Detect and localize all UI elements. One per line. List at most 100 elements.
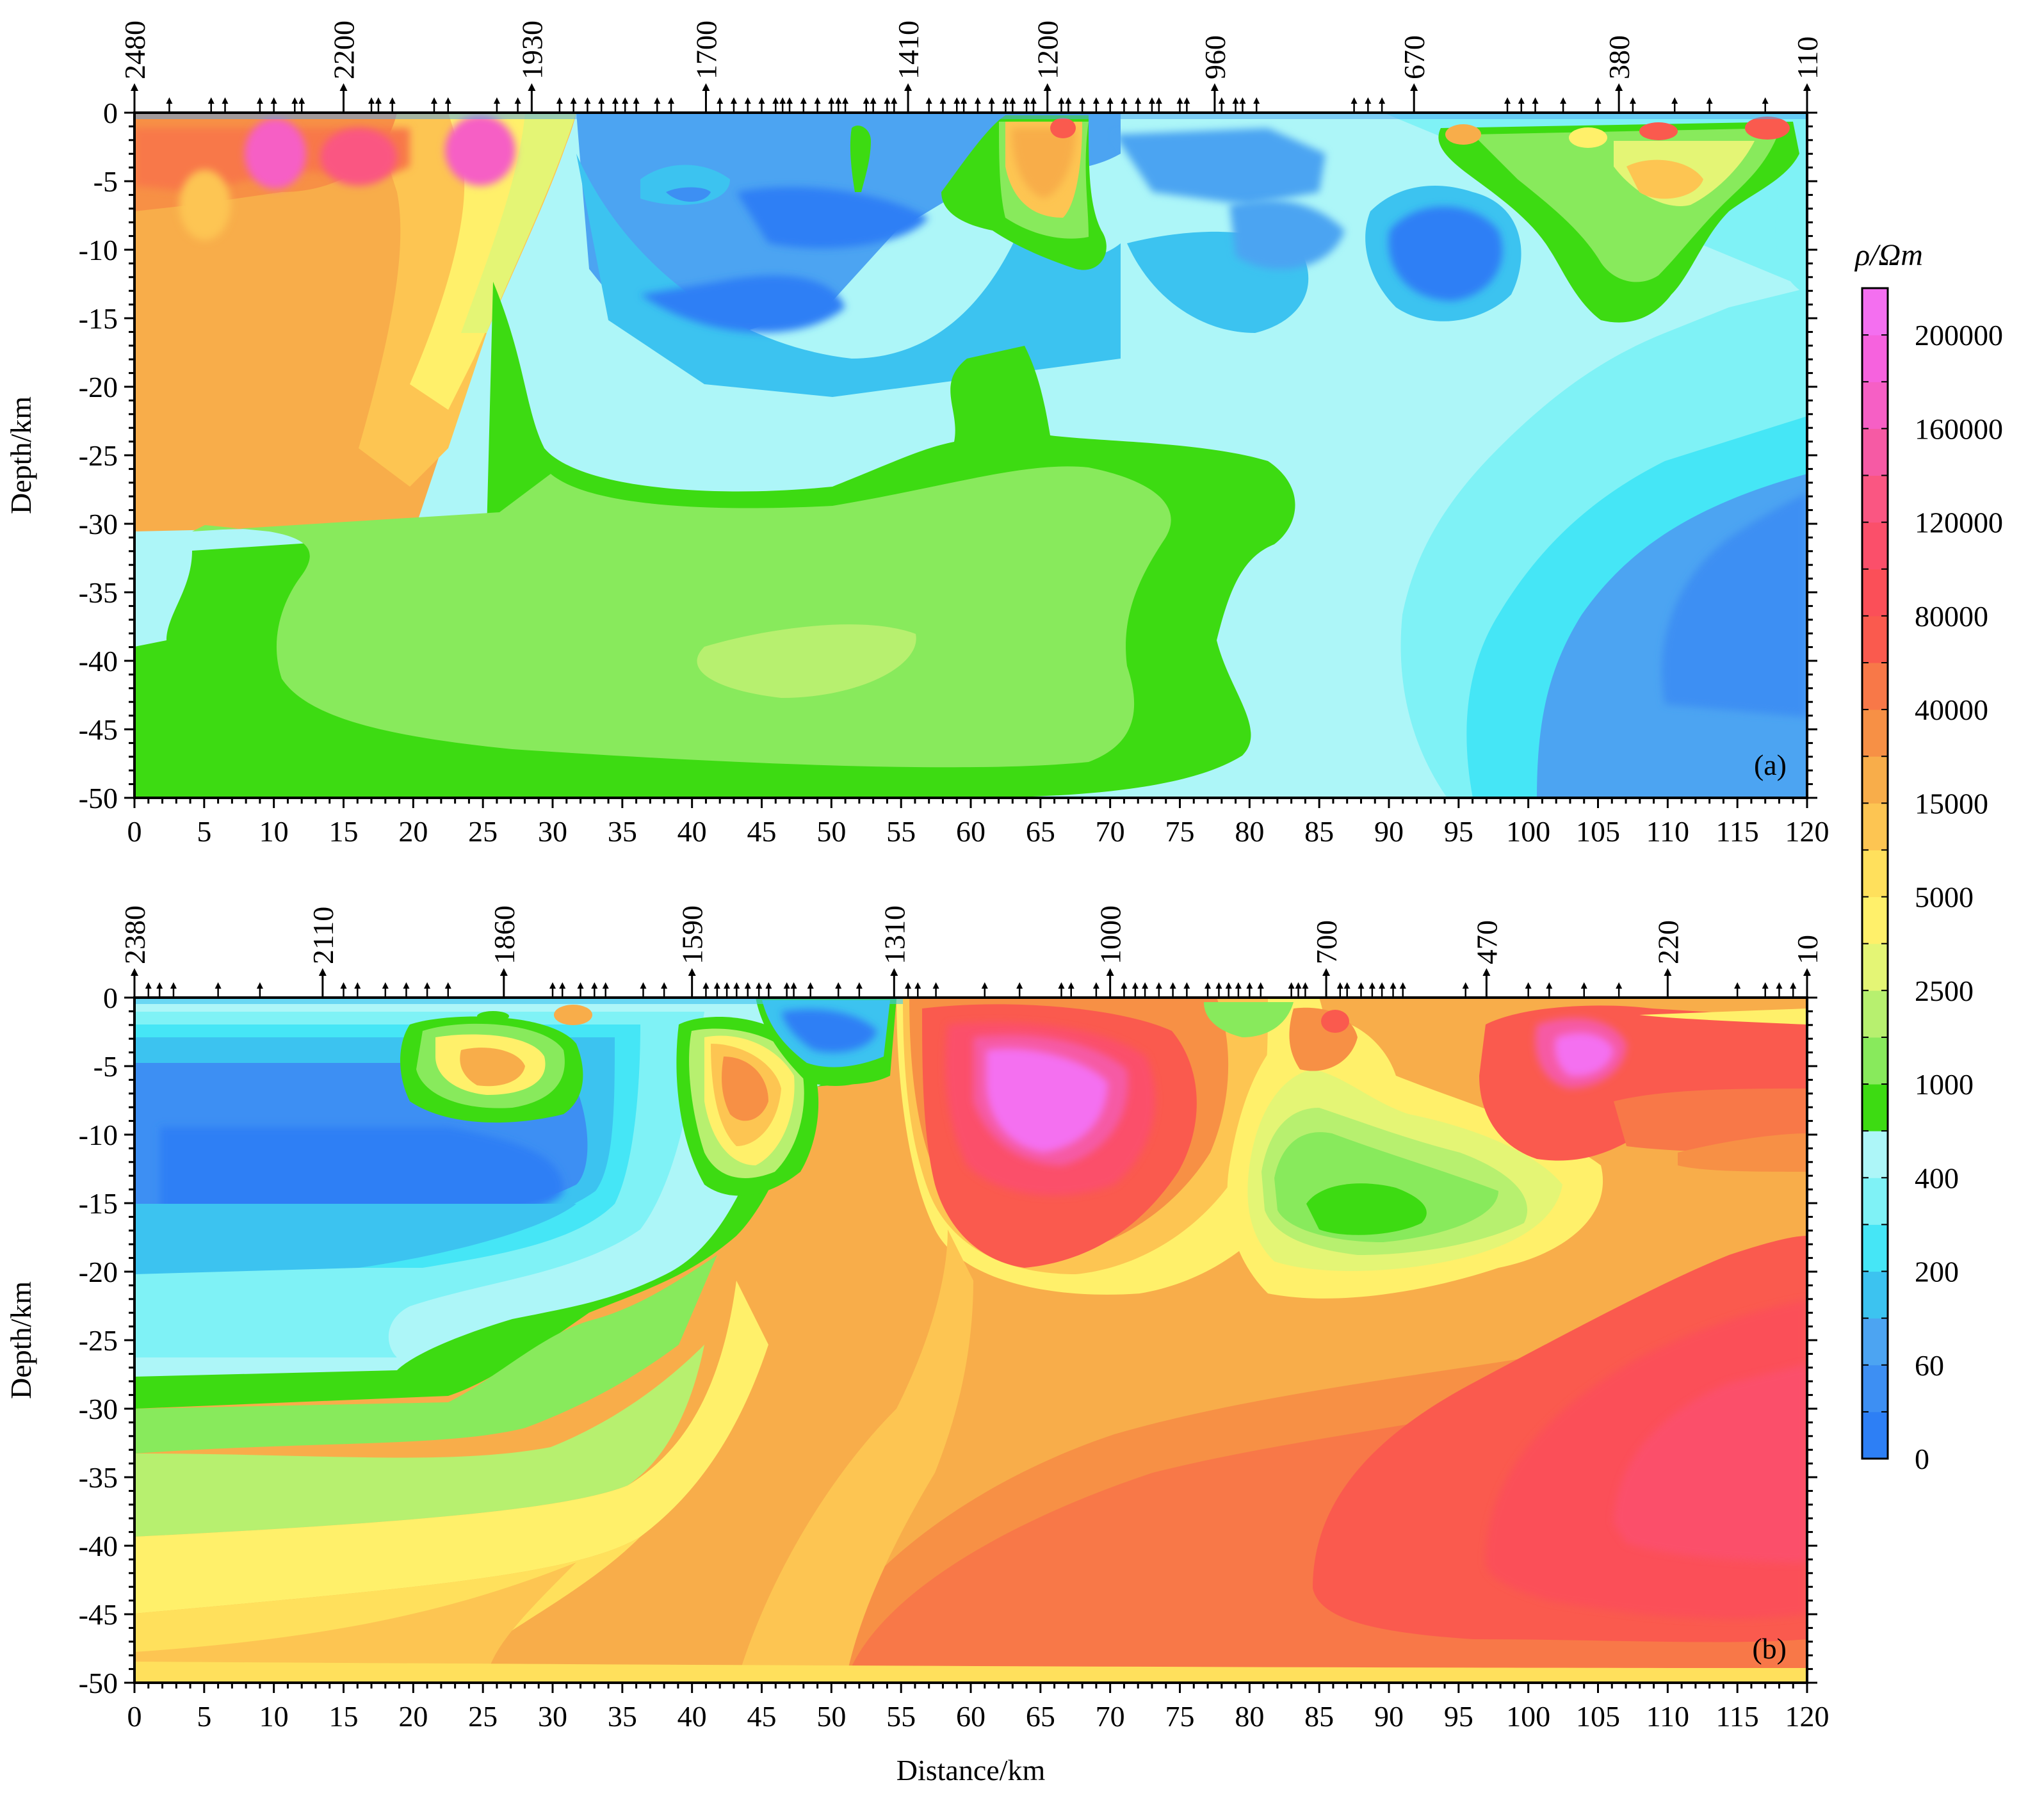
station-marker (1132, 982, 1139, 996)
station-label: 1410 (892, 20, 925, 79)
y-tick-label: -30 (79, 508, 118, 540)
station-marker (207, 97, 215, 111)
station-label: 220 (1651, 920, 1684, 964)
y-tick-label: -15 (79, 1187, 118, 1220)
station-marker (1776, 982, 1783, 996)
station-marker (1067, 982, 1075, 996)
station-marker (514, 97, 521, 111)
station-marker (1532, 97, 1539, 111)
station-marker (856, 982, 863, 996)
station-marker (1253, 97, 1260, 111)
x-tick-label: 35 (608, 815, 637, 848)
station-marker (932, 982, 939, 996)
station-marker (1002, 97, 1009, 111)
station-marker (1092, 982, 1099, 996)
x-tick-label: 90 (1374, 815, 1404, 848)
y-tick-label: -20 (79, 371, 118, 403)
station-marker (1343, 982, 1350, 996)
station-marker (1058, 982, 1065, 996)
colorbar-swatch (1862, 1084, 1888, 1131)
station-marker (375, 97, 382, 111)
station-label: 2200 (328, 20, 361, 79)
colorbar-swatch (1862, 1365, 1888, 1413)
panel-b-xlabel: Distance/km (896, 1754, 1046, 1786)
x-tick-label: 90 (1374, 1700, 1404, 1733)
station-marker (1215, 982, 1222, 996)
station-marker (1762, 982, 1769, 996)
station-marker (835, 97, 842, 111)
colorbar-tick-label: 1000 (1915, 1068, 1974, 1101)
station-marker (1155, 982, 1162, 996)
x-tick-label: 10 (259, 815, 289, 848)
station-marker (1368, 982, 1375, 996)
station-marker (549, 982, 556, 996)
station-marker (215, 982, 222, 996)
panel-a-axes: 0 5 10 15 20 25 30 35 40 45 50 55 60 65 70 75 80 85 90 95 10… (79, 97, 1829, 848)
station-marker (1629, 97, 1636, 111)
station-marker (1594, 97, 1602, 111)
station-marker (1462, 982, 1469, 996)
x-tick-label: 65 (1026, 815, 1055, 848)
station-marker-labeled: 1590 (676, 905, 709, 996)
panel-b-stations: 2380 2110 1860 1590 1310 1000 700 470 220 10 (118, 905, 1824, 996)
station-label: 470 (1470, 920, 1503, 964)
station-label: 1700 (690, 20, 722, 79)
station-marker (724, 982, 731, 996)
colorbar-tick-label: 120000 (1915, 506, 2003, 539)
station-marker (1336, 982, 1343, 996)
station-marker (1706, 97, 1713, 111)
station-marker (756, 982, 763, 996)
station-marker (914, 982, 921, 996)
station-marker (884, 97, 891, 111)
station-marker (298, 97, 305, 111)
y-tick-label: -30 (79, 1393, 118, 1425)
station-marker (870, 97, 877, 111)
station-marker (654, 97, 661, 111)
station-marker (1390, 982, 1397, 996)
x-tick-label: 85 (1304, 1700, 1334, 1733)
station-label: 2380 (118, 905, 151, 964)
station-label: 2480 (118, 20, 151, 79)
station-marker (559, 982, 566, 996)
x-tick-label: 50 (816, 1700, 846, 1733)
station-marker-labeled: 2480 (118, 20, 151, 111)
station-marker (1504, 97, 1511, 111)
station-marker (1762, 97, 1769, 111)
station-marker (1350, 97, 1358, 111)
colorbar-swatch (1862, 522, 1888, 570)
station-marker (1204, 982, 1212, 996)
colorbar-swatch (1862, 943, 1888, 991)
station-label: 1310 (878, 905, 911, 964)
y-tick-label: -5 (93, 1050, 118, 1083)
station-marker (602, 982, 609, 996)
colorbar-tick-label: 400 (1915, 1162, 1959, 1194)
colorbar-swatch (1862, 990, 1888, 1038)
colorbar-title: ρ/Ωm (1854, 238, 1923, 272)
x-tick-label: 25 (468, 1700, 498, 1733)
colorbar-swatch (1862, 569, 1888, 617)
x-tick-label: 30 (538, 1700, 567, 1733)
station-marker-labeled: 380 (1603, 35, 1635, 111)
station-marker (1121, 982, 1128, 996)
x-tick-label: 5 (197, 815, 211, 848)
colorbar-swatch (1862, 288, 1888, 336)
station-label: 1590 (676, 905, 709, 964)
station-marker (430, 97, 437, 111)
x-tick-label: 100 (1506, 1700, 1550, 1733)
x-tick-label: 75 (1165, 1700, 1195, 1733)
station-marker (758, 97, 765, 111)
station-marker (1379, 97, 1386, 111)
station-marker (1092, 97, 1099, 111)
station-marker-labeled: 700 (1310, 920, 1343, 996)
panel-b-label: (b) (1752, 1632, 1787, 1665)
x-tick-label: 70 (1096, 1700, 1125, 1733)
colorbar-swatch (1862, 1271, 1888, 1319)
station-marker (1142, 982, 1149, 996)
x-tick-label: 65 (1026, 1700, 1055, 1733)
x-tick-label: 55 (886, 1700, 916, 1733)
x-tick-label: 40 (677, 1700, 707, 1733)
panel-a-contour-field (134, 113, 1807, 798)
station-marker-labeled: 1200 (1032, 20, 1064, 111)
panel-a-ylabel: Depth/km (4, 396, 37, 514)
